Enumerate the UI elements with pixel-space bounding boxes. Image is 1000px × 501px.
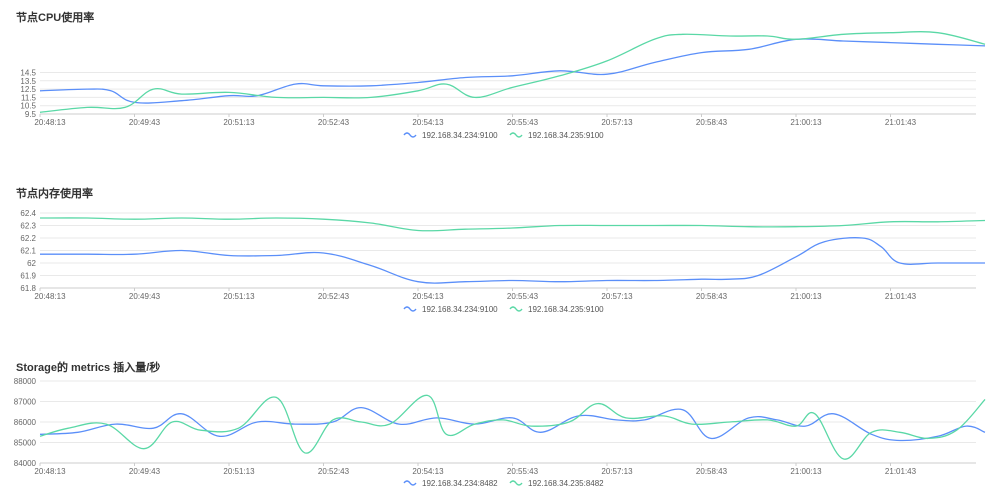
legend-line-icon[interactable] bbox=[403, 480, 417, 486]
x-tick-label: 20:49:43 bbox=[129, 118, 161, 127]
x-tick-label: 20:55:43 bbox=[507, 292, 539, 301]
x-tick-label: 20:58:43 bbox=[696, 292, 728, 301]
storage-insert-panel: Storage的 metrics 插入量/秒 84000 85000 86000 87… bbox=[0, 352, 1000, 501]
x-tick-label: 20:55:43 bbox=[507, 467, 539, 476]
x-tick-label: 20:49:43 bbox=[129, 467, 161, 476]
y-tick-label: 11.5 bbox=[21, 93, 37, 102]
y-tick-label: 12.5 bbox=[20, 85, 36, 94]
legend-line-icon[interactable] bbox=[509, 306, 523, 312]
x-tick-label: 20:54:13 bbox=[412, 467, 444, 476]
legend-label[interactable]: 192.168.34.234:8482 bbox=[422, 479, 498, 488]
x-tick-label: 20:48:13 bbox=[34, 118, 66, 127]
series-line bbox=[39, 406, 986, 442]
x-tick-label: 20:51:13 bbox=[223, 467, 255, 476]
y-tick-label: 9.5 bbox=[25, 110, 37, 119]
y-tick-label: 62 bbox=[27, 259, 36, 268]
series-line bbox=[40, 237, 985, 284]
y-tick-label: 62.3 bbox=[20, 222, 36, 231]
y-tick-label: 13.5 bbox=[20, 77, 36, 86]
legend-line-icon[interactable] bbox=[509, 132, 523, 138]
x-tick-label: 20:48:13 bbox=[34, 467, 66, 476]
series-line bbox=[39, 31, 986, 113]
series-line bbox=[39, 217, 986, 232]
x-tick-label: 21:01:43 bbox=[885, 118, 917, 127]
x-tick-label: 20:52:43 bbox=[318, 467, 350, 476]
y-tick-label: 14.5 bbox=[20, 69, 36, 78]
x-tick-label: 20:54:13 bbox=[412, 118, 444, 127]
x-tick-label: 20:57:13 bbox=[601, 467, 633, 476]
legend-label[interactable]: 192.168.34.235:8482 bbox=[528, 479, 604, 488]
x-tick-label: 20:54:13 bbox=[412, 292, 444, 301]
y-tick-label: 61.8 bbox=[20, 284, 36, 293]
x-tick-label: 20:48:13 bbox=[34, 292, 66, 301]
x-tick-label: 21:01:43 bbox=[885, 292, 917, 301]
x-tick-label: 20:57:13 bbox=[601, 292, 633, 301]
series-line bbox=[39, 394, 986, 460]
y-tick-label: 85000 bbox=[14, 439, 37, 448]
y-tick-label: 62.4 bbox=[20, 209, 36, 218]
y-tick-label: 62.1 bbox=[20, 247, 36, 256]
cpu-usage-chart: 9.510.511.512.513.514.5 20:48:13 20:49:43 2… bbox=[20, 31, 986, 140]
x-tick-label: 20:51:13 bbox=[223, 118, 255, 127]
x-tick-label: 21:00:13 bbox=[790, 118, 822, 127]
legend-label[interactable]: 192.168.34.235:9100 bbox=[528, 305, 604, 314]
x-tick-label: 21:00:13 bbox=[790, 467, 822, 476]
legend-label[interactable]: 192.168.34.234:9100 bbox=[422, 131, 498, 140]
y-tick-label: 88000 bbox=[14, 377, 37, 386]
y-tick-label: 61.9 bbox=[20, 272, 36, 281]
cpu-usage-title: 节点CPU使用率 bbox=[16, 12, 95, 24]
y-tick-label: 62.2 bbox=[20, 234, 36, 243]
legend-label[interactable]: 192.168.34.235:9100 bbox=[528, 131, 604, 140]
x-tick-label: 20:52:43 bbox=[318, 118, 350, 127]
legend-line-icon[interactable] bbox=[509, 480, 523, 486]
y-tick-label: 86000 bbox=[14, 418, 37, 427]
legend-label[interactable]: 192.168.34.234:9100 bbox=[422, 305, 498, 314]
x-tick-label: 20:58:43 bbox=[696, 118, 728, 127]
legend-line-icon[interactable] bbox=[403, 306, 417, 312]
y-tick-label: 84000 bbox=[14, 459, 37, 468]
x-tick-label: 20:52:43 bbox=[318, 292, 350, 301]
legend-line-icon[interactable] bbox=[403, 132, 417, 138]
x-tick-label: 20:51:13 bbox=[223, 292, 255, 301]
x-tick-label: 20:58:43 bbox=[696, 467, 728, 476]
cpu-usage-panel: 节点CPU使用率 9.5 10.5 11.5 12.5 13.5 14.5 20:48:13… bbox=[0, 0, 1000, 160]
series-line bbox=[39, 38, 986, 104]
storage-insert-title: Storage的 metrics 插入量/秒 bbox=[16, 362, 161, 374]
y-tick-label: 87000 bbox=[14, 398, 37, 407]
x-tick-label: 20:57:13 bbox=[601, 118, 633, 127]
memory-usage-chart: 61.8 61.9 62 62.1 62.2 62.3 62.4 20:48:13 20:49:… bbox=[20, 209, 986, 314]
memory-usage-panel: 节点内存使用率 61.8 61.9 62 62.1 62.2 62.3 62.4 20:48:… bbox=[0, 176, 1000, 336]
y-tick-label: 10.5 bbox=[20, 102, 36, 111]
memory-usage-title: 节点内存使用率 bbox=[16, 188, 93, 200]
x-tick-label: 20:55:43 bbox=[507, 118, 539, 127]
storage-insert-chart: 84000 85000 86000 87000 88000 20:48:13 20:49:4… bbox=[14, 377, 986, 488]
x-tick-label: 21:00:13 bbox=[790, 292, 822, 301]
x-tick-label: 21:01:43 bbox=[885, 467, 917, 476]
x-tick-label: 20:49:43 bbox=[129, 292, 161, 301]
